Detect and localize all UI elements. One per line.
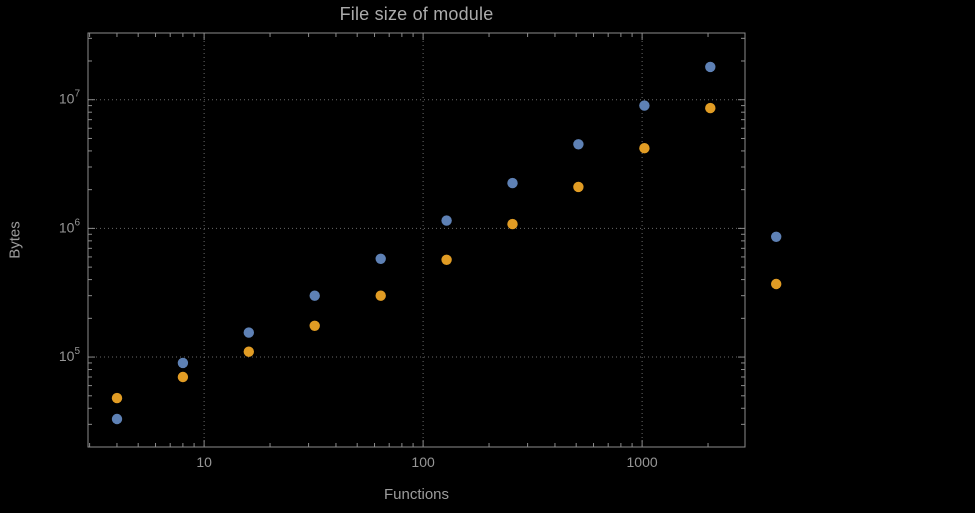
data-point-series-blue bbox=[639, 100, 650, 111]
x-tick-label: 1000 bbox=[627, 454, 658, 470]
plot-frame bbox=[87, 32, 746, 448]
data-point-series-blue bbox=[111, 413, 123, 425]
data-point-series-blue bbox=[771, 231, 782, 242]
data-point-series-orange bbox=[441, 254, 452, 265]
x-tick-label: 100 bbox=[411, 454, 435, 470]
data-point-series-orange bbox=[243, 346, 254, 357]
data-point-series-orange bbox=[177, 371, 189, 383]
data-point-series-orange bbox=[309, 320, 320, 331]
y-tick-label: 107 bbox=[59, 89, 81, 107]
data-point-series-blue bbox=[375, 253, 386, 264]
data-point-series-orange bbox=[111, 392, 123, 404]
data-point-series-blue bbox=[705, 61, 716, 73]
data-point-series-blue bbox=[441, 215, 452, 226]
y-axis-label: Bytes bbox=[6, 221, 24, 259]
x-axis-label: Functions bbox=[383, 486, 450, 503]
data-point-series-orange bbox=[639, 143, 650, 154]
data-point-series-blue bbox=[507, 177, 518, 189]
data-point-series-orange bbox=[573, 181, 584, 193]
data-point-series-orange bbox=[771, 278, 782, 290]
data-point-series-blue bbox=[573, 139, 584, 150]
data-point-series-orange bbox=[705, 102, 716, 114]
data-point-series-blue bbox=[309, 290, 320, 301]
chart-title: File size of module bbox=[339, 4, 494, 24]
data-point-series-blue bbox=[177, 357, 189, 369]
x-tick-label: 10 bbox=[196, 454, 212, 470]
data-point-series-orange bbox=[375, 290, 386, 301]
data-point-series-blue bbox=[243, 327, 254, 338]
y-tick-label: 105 bbox=[59, 346, 81, 364]
data-point-series-orange bbox=[507, 218, 518, 230]
y-tick-label: 106 bbox=[59, 217, 81, 235]
